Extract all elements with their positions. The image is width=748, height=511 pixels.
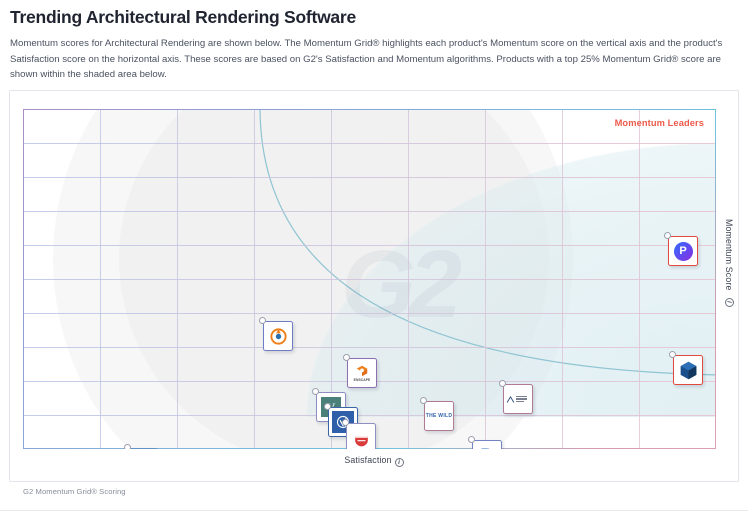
gridline-horizontal xyxy=(23,143,716,144)
footer-note: G2 Momentum Grid® Scoring xyxy=(23,487,126,496)
gridline-horizontal xyxy=(23,415,716,416)
momentum-leaders-label: Momentum Leaders xyxy=(614,118,704,128)
marker-anchor-dot xyxy=(420,397,427,404)
marker-anchor-dot xyxy=(342,419,349,426)
grey-band-outer xyxy=(53,109,573,449)
momentum-score-info-icon[interactable]: i xyxy=(724,297,734,307)
marker-anchor-dot xyxy=(259,317,266,324)
product-marker[interactable]: N xyxy=(128,448,158,449)
product-marker[interactable] xyxy=(673,355,703,385)
gridline-vertical xyxy=(408,109,409,449)
page-title: Trending Architectural Rendering Softwar… xyxy=(10,7,356,27)
marker-anchor-dot xyxy=(468,436,475,443)
product-marker[interactable]: ENSCAPE xyxy=(347,358,377,388)
product-marker[interactable] xyxy=(503,384,533,414)
plot-area[interactable]: G2 Momentum Leaders PENSCAPEVTHE WILDRVV… xyxy=(23,109,716,449)
momentum-leaders-curve xyxy=(259,109,716,376)
gridline-horizontal xyxy=(23,211,716,212)
product-marker[interactable]: THE WILD xyxy=(424,401,454,431)
momentum-grid-card: G2 Momentum Leaders PENSCAPEVTHE WILDRVV… xyxy=(9,90,739,482)
g2-watermark: G2 xyxy=(341,231,462,338)
marker-anchor-dot xyxy=(343,354,350,361)
y-axis-label-text: Momentum Score xyxy=(724,219,734,291)
product-logo-icon: ENSCAPE xyxy=(348,359,376,387)
product-marker[interactable]: P xyxy=(668,236,698,266)
plot-border xyxy=(23,109,716,449)
header: Trending Architectural Rendering Softwar… xyxy=(0,0,748,83)
product-logo-icon: THE WILD xyxy=(425,412,453,419)
product-logo-icon xyxy=(347,424,375,449)
gridline-horizontal xyxy=(23,245,716,246)
product-marker[interactable]: R xyxy=(472,440,502,449)
gridline-vertical xyxy=(254,109,255,449)
marker-anchor-dot xyxy=(664,232,671,239)
x-axis-label: Satisfaction i xyxy=(10,455,738,467)
marker-anchor-dot xyxy=(312,388,319,395)
product-logo-icon xyxy=(504,385,532,413)
product-logo-icon: P xyxy=(669,237,697,265)
satisfaction-info-icon[interactable]: i xyxy=(394,458,404,467)
gridline-vertical xyxy=(562,109,563,449)
marker-anchor-dot xyxy=(124,444,131,449)
gridline-horizontal xyxy=(23,279,716,280)
gridline-horizontal xyxy=(23,313,716,314)
gridline-horizontal xyxy=(23,177,716,178)
marker-anchor-dot xyxy=(499,380,506,387)
x-axis-label-text: Satisfaction xyxy=(344,455,392,465)
gridline-horizontal xyxy=(23,347,716,348)
gridline-vertical xyxy=(100,109,101,449)
gridline-vertical xyxy=(177,109,178,449)
product-marker[interactable] xyxy=(346,423,376,449)
gridline-vertical xyxy=(639,109,640,449)
y-axis-label: Momentum Score i xyxy=(724,219,734,307)
product-logo-icon xyxy=(674,356,702,384)
marker-anchor-dot xyxy=(669,351,676,358)
intro-paragraph: Momentum scores for Architectural Render… xyxy=(10,38,723,81)
product-logo-icon xyxy=(264,322,292,350)
product-logo-icon: R xyxy=(473,441,501,450)
marker-anchor-dot xyxy=(324,403,331,410)
momentum-leaders-region xyxy=(252,109,716,417)
product-marker[interactable] xyxy=(263,321,293,351)
gridline-vertical xyxy=(485,109,486,449)
